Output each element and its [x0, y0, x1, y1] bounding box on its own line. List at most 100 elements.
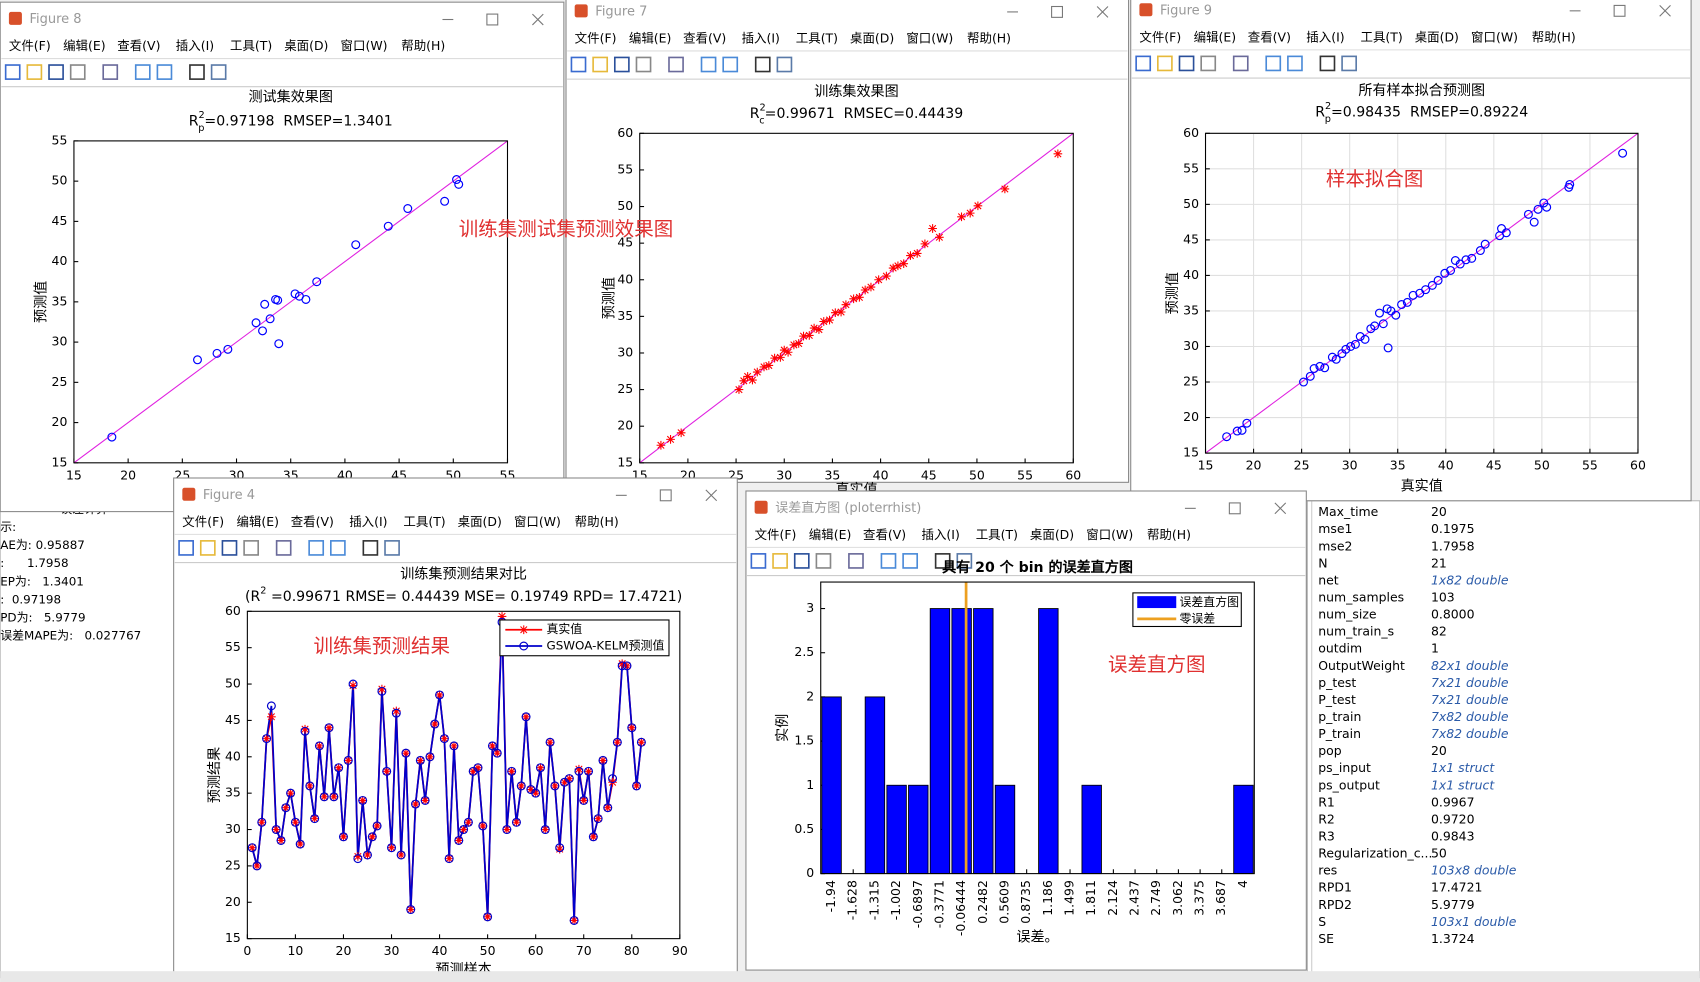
toolbar-button[interactable] — [221, 540, 238, 556]
toolbar-button[interactable] — [772, 553, 788, 569]
toolbar-button[interactable] — [156, 64, 173, 80]
menu-item[interactable]: 窗口(W) — [1086, 527, 1133, 542]
menu-item[interactable]: 编辑(E) — [1194, 29, 1237, 44]
variable-name[interactable]: N — [1318, 555, 1327, 570]
menu-item[interactable]: 查看(V) — [291, 514, 334, 529]
toolbar-button[interactable] — [635, 56, 652, 73]
variable-name[interactable]: res — [1318, 863, 1337, 878]
maximize-button[interactable] — [486, 13, 499, 26]
variable-name[interactable]: ps_input — [1318, 760, 1371, 775]
toolbar-button[interactable] — [210, 64, 227, 80]
menu-item[interactable]: 文件(F) — [182, 514, 224, 529]
variable-name[interactable]: p_test — [1318, 675, 1356, 690]
toolbar-button[interactable] — [848, 553, 864, 569]
toolbar-button[interactable] — [1265, 55, 1282, 72]
toolbar-button[interactable] — [48, 64, 64, 80]
menu-item[interactable]: 工具(T) — [796, 31, 838, 46]
variable-name[interactable]: ps_output — [1318, 777, 1380, 792]
close-button[interactable] — [1096, 6, 1109, 18]
toolbar-button[interactable] — [592, 56, 609, 73]
menu-item[interactable]: 窗口(W) — [1471, 29, 1518, 44]
toolbar-button[interactable] — [902, 553, 919, 569]
toolbar-button[interactable] — [934, 553, 951, 569]
variable-name[interactable]: net — [1318, 572, 1339, 587]
menu-item[interactable]: 文件(F) — [1139, 29, 1181, 44]
toolbar-button[interactable] — [1135, 55, 1152, 72]
menu-item[interactable]: 编辑(E) — [809, 527, 852, 542]
maximize-button[interactable] — [1228, 502, 1241, 515]
toolbar-button[interactable] — [754, 56, 771, 73]
toolbar-button[interactable] — [178, 540, 194, 556]
variable-name[interactable]: mse1 — [1318, 521, 1352, 536]
variable-name[interactable]: pop — [1318, 743, 1342, 758]
toolbar-button[interactable] — [4, 64, 21, 80]
menu-item[interactable]: 插入(I) — [742, 31, 780, 46]
menu-item[interactable]: 文件(F) — [575, 31, 617, 46]
variable-name[interactable]: num_samples — [1318, 590, 1404, 605]
menu-item[interactable]: 文件(F) — [9, 38, 51, 53]
menu-item[interactable]: 桌面(D) — [1030, 527, 1074, 542]
menu-item[interactable]: 桌面(D) — [850, 31, 894, 46]
toolbar-button[interactable] — [275, 540, 292, 556]
close-button[interactable] — [532, 13, 544, 26]
toolbar-button[interactable] — [199, 540, 216, 556]
toolbar-button[interactable] — [956, 553, 973, 569]
menu-item[interactable]: 插入(I) — [1306, 29, 1344, 44]
menu-item[interactable]: 编辑(E) — [63, 38, 106, 53]
toolbar-button[interactable] — [69, 64, 86, 80]
menu-item[interactable]: 插入(I) — [922, 527, 960, 542]
close-button[interactable] — [1274, 502, 1287, 515]
variable-name[interactable]: RPD2 — [1318, 897, 1352, 912]
toolbar-button[interactable] — [750, 553, 767, 569]
variable-name[interactable]: mse2 — [1318, 538, 1352, 553]
toolbar-button[interactable] — [1341, 55, 1357, 72]
toolbar-button[interactable] — [26, 64, 43, 80]
toolbar-button[interactable] — [1287, 55, 1303, 72]
toolbar-button[interactable] — [880, 553, 897, 569]
menu-item[interactable]: 帮助(H) — [401, 38, 445, 53]
menu-item[interactable]: 帮助(H) — [967, 31, 1011, 46]
menu-item[interactable]: 帮助(H) — [1147, 527, 1191, 542]
menu-item[interactable]: 查看(V) — [117, 38, 160, 53]
variable-name[interactable]: Max_time — [1318, 504, 1378, 519]
toolbar-button[interactable] — [1178, 55, 1195, 72]
variable-name[interactable]: num_train_s — [1318, 624, 1394, 639]
close-button[interactable] — [1659, 5, 1671, 17]
menu-item[interactable]: 工具(T) — [230, 38, 272, 53]
menu-item[interactable]: 插入(I) — [176, 38, 214, 53]
toolbar-button[interactable] — [668, 56, 684, 73]
toolbar-button[interactable] — [384, 540, 400, 556]
toolbar-button[interactable] — [1319, 55, 1336, 72]
variable-name[interactable]: p_train — [1318, 709, 1361, 724]
menu-item[interactable]: 查看(V) — [1248, 29, 1291, 44]
toolbar-button[interactable] — [776, 56, 793, 73]
menu-item[interactable]: 文件(F) — [755, 527, 797, 542]
maximize-button[interactable] — [659, 489, 672, 502]
toolbar-button[interactable] — [722, 56, 739, 73]
menu-item[interactable]: 编辑(E) — [629, 31, 672, 46]
menu-item[interactable]: 工具(T) — [1361, 29, 1403, 44]
maximize-button[interactable] — [1051, 5, 1063, 18]
menu-item[interactable]: 窗口(W) — [514, 514, 561, 529]
menu-item[interactable]: 桌面(D) — [284, 38, 328, 53]
variable-name[interactable]: num_size — [1318, 607, 1376, 622]
variable-name[interactable]: OutputWeight — [1318, 658, 1405, 673]
toolbar-button[interactable] — [308, 540, 325, 556]
toolbar-button[interactable] — [362, 540, 379, 556]
toolbar-button[interactable] — [815, 553, 832, 569]
menu-item[interactable]: 查看(V) — [683, 31, 726, 46]
menu-item[interactable]: 帮助(H) — [575, 514, 619, 529]
variable-name[interactable]: P_test — [1318, 692, 1356, 707]
toolbar-button[interactable] — [700, 56, 717, 73]
variable-name[interactable]: S — [1318, 914, 1326, 929]
variable-name[interactable]: P_train — [1318, 726, 1361, 741]
toolbar-button[interactable] — [1157, 55, 1173, 72]
variable-name[interactable]: outdim — [1318, 641, 1362, 656]
variable-name[interactable]: RPD1 — [1318, 880, 1352, 895]
variable-name[interactable]: Regularization_c... — [1318, 846, 1432, 861]
variable-name[interactable]: R1 — [1318, 794, 1335, 809]
toolbar-button[interactable] — [102, 64, 119, 80]
toolbar-button[interactable] — [243, 540, 260, 556]
close-button[interactable] — [705, 489, 718, 502]
variable-name[interactable]: R2 — [1318, 811, 1335, 826]
